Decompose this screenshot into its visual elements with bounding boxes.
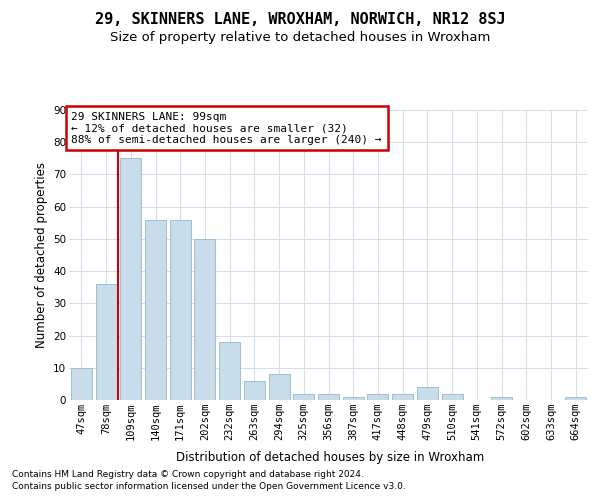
Text: 29 SKINNERS LANE: 99sqm
← 12% of detached houses are smaller (32)
88% of semi-de: 29 SKINNERS LANE: 99sqm ← 12% of detache…	[71, 112, 382, 145]
Bar	[491, 397, 512, 400]
Bar	[442, 394, 463, 400]
Bar	[417, 387, 438, 400]
Y-axis label: Number of detached properties: Number of detached properties	[35, 162, 47, 348]
Bar	[95, 284, 116, 400]
Bar	[170, 220, 191, 400]
Bar	[565, 397, 586, 400]
Text: Size of property relative to detached houses in Wroxham: Size of property relative to detached ho…	[110, 31, 490, 44]
Text: Contains public sector information licensed under the Open Government Licence v3: Contains public sector information licen…	[12, 482, 406, 491]
Bar	[244, 380, 265, 400]
Bar	[318, 394, 339, 400]
Bar	[219, 342, 240, 400]
Text: Contains HM Land Registry data © Crown copyright and database right 2024.: Contains HM Land Registry data © Crown c…	[12, 470, 364, 479]
Bar	[145, 220, 166, 400]
Text: 29, SKINNERS LANE, WROXHAM, NORWICH, NR12 8SJ: 29, SKINNERS LANE, WROXHAM, NORWICH, NR1…	[95, 12, 505, 28]
Bar	[269, 374, 290, 400]
Bar	[392, 394, 413, 400]
Bar	[343, 397, 364, 400]
Text: Distribution of detached houses by size in Wroxham: Distribution of detached houses by size …	[176, 451, 484, 464]
Bar	[367, 394, 388, 400]
Bar	[293, 394, 314, 400]
Bar	[194, 239, 215, 400]
Bar	[71, 368, 92, 400]
Bar	[120, 158, 141, 400]
